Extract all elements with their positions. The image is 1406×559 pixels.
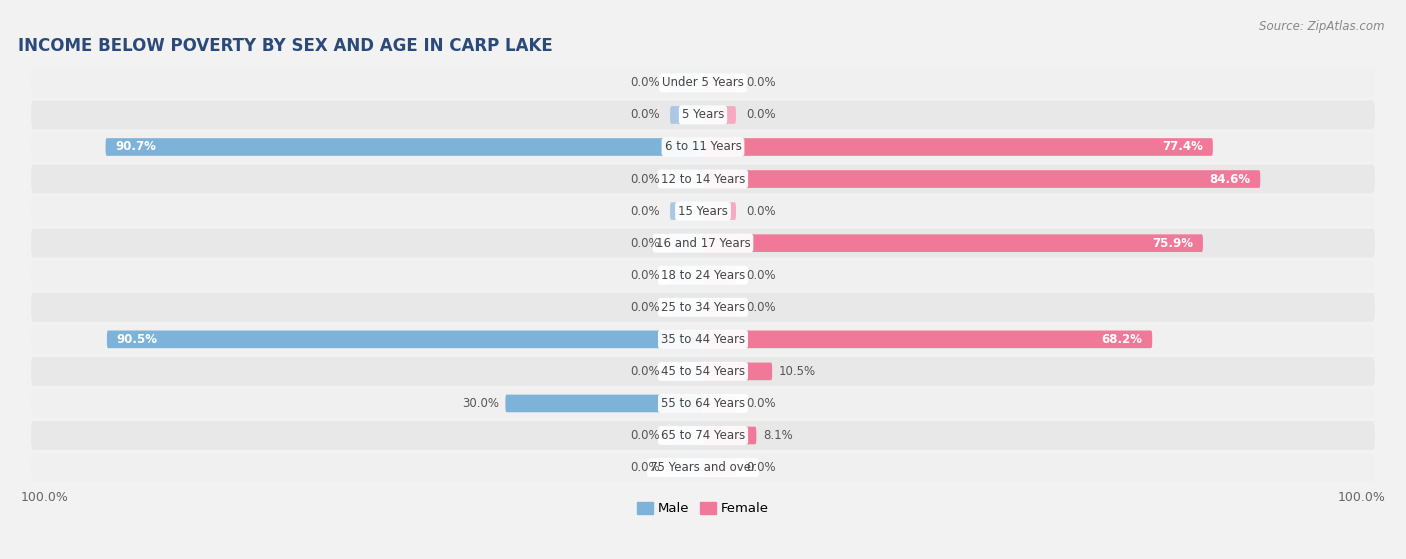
Text: 0.0%: 0.0% <box>630 301 661 314</box>
Text: 5 Years: 5 Years <box>682 108 724 121</box>
Text: 30.0%: 30.0% <box>461 397 499 410</box>
Text: 0.0%: 0.0% <box>630 108 661 121</box>
FancyBboxPatch shape <box>31 261 1375 290</box>
FancyBboxPatch shape <box>703 170 1260 188</box>
Text: 65 to 74 Years: 65 to 74 Years <box>661 429 745 442</box>
FancyBboxPatch shape <box>671 106 703 124</box>
Text: Under 5 Years: Under 5 Years <box>662 77 744 89</box>
FancyBboxPatch shape <box>703 202 735 220</box>
FancyBboxPatch shape <box>703 459 735 476</box>
Text: 25 to 34 Years: 25 to 34 Years <box>661 301 745 314</box>
FancyBboxPatch shape <box>671 74 703 92</box>
FancyBboxPatch shape <box>703 267 735 284</box>
FancyBboxPatch shape <box>505 395 703 413</box>
Text: 0.0%: 0.0% <box>745 461 776 474</box>
Text: 0.0%: 0.0% <box>630 365 661 378</box>
FancyBboxPatch shape <box>31 101 1375 129</box>
FancyBboxPatch shape <box>703 234 1204 252</box>
FancyBboxPatch shape <box>703 138 1213 156</box>
FancyBboxPatch shape <box>671 363 703 380</box>
Text: 55 to 64 Years: 55 to 64 Years <box>661 397 745 410</box>
FancyBboxPatch shape <box>31 68 1375 97</box>
Text: 0.0%: 0.0% <box>745 77 776 89</box>
FancyBboxPatch shape <box>31 325 1375 354</box>
Text: 6 to 11 Years: 6 to 11 Years <box>665 140 741 154</box>
FancyBboxPatch shape <box>105 138 703 156</box>
Text: 90.7%: 90.7% <box>115 140 156 154</box>
FancyBboxPatch shape <box>31 389 1375 418</box>
FancyBboxPatch shape <box>703 395 735 413</box>
Text: 75.9%: 75.9% <box>1152 236 1194 250</box>
Text: 0.0%: 0.0% <box>745 397 776 410</box>
FancyBboxPatch shape <box>31 357 1375 386</box>
Text: 0.0%: 0.0% <box>630 429 661 442</box>
FancyBboxPatch shape <box>671 267 703 284</box>
FancyBboxPatch shape <box>703 363 772 380</box>
FancyBboxPatch shape <box>31 164 1375 193</box>
Text: 16 and 17 Years: 16 and 17 Years <box>655 236 751 250</box>
Text: 0.0%: 0.0% <box>745 269 776 282</box>
Text: 84.6%: 84.6% <box>1209 173 1250 186</box>
FancyBboxPatch shape <box>703 427 756 444</box>
Text: 45 to 54 Years: 45 to 54 Years <box>661 365 745 378</box>
Text: 77.4%: 77.4% <box>1161 140 1204 154</box>
Text: INCOME BELOW POVERTY BY SEX AND AGE IN CARP LAKE: INCOME BELOW POVERTY BY SEX AND AGE IN C… <box>18 37 553 55</box>
Text: 0.0%: 0.0% <box>630 461 661 474</box>
Text: 0.0%: 0.0% <box>630 269 661 282</box>
FancyBboxPatch shape <box>671 234 703 252</box>
Text: 35 to 44 Years: 35 to 44 Years <box>661 333 745 346</box>
Text: 18 to 24 Years: 18 to 24 Years <box>661 269 745 282</box>
Text: 15 Years: 15 Years <box>678 205 728 217</box>
Text: 10.5%: 10.5% <box>779 365 815 378</box>
Legend: Male, Female: Male, Female <box>631 496 775 520</box>
FancyBboxPatch shape <box>703 106 735 124</box>
FancyBboxPatch shape <box>703 299 735 316</box>
Text: 75 Years and over: 75 Years and over <box>650 461 756 474</box>
Text: 0.0%: 0.0% <box>630 236 661 250</box>
Text: 68.2%: 68.2% <box>1101 333 1142 346</box>
FancyBboxPatch shape <box>31 197 1375 225</box>
FancyBboxPatch shape <box>671 202 703 220</box>
Text: 0.0%: 0.0% <box>630 77 661 89</box>
FancyBboxPatch shape <box>671 459 703 476</box>
FancyBboxPatch shape <box>671 170 703 188</box>
Text: 0.0%: 0.0% <box>630 205 661 217</box>
FancyBboxPatch shape <box>31 453 1375 482</box>
Text: 0.0%: 0.0% <box>745 205 776 217</box>
FancyBboxPatch shape <box>671 427 703 444</box>
Text: Source: ZipAtlas.com: Source: ZipAtlas.com <box>1260 20 1385 32</box>
FancyBboxPatch shape <box>31 293 1375 321</box>
FancyBboxPatch shape <box>31 132 1375 162</box>
Text: 0.0%: 0.0% <box>745 108 776 121</box>
Text: 0.0%: 0.0% <box>630 173 661 186</box>
FancyBboxPatch shape <box>671 299 703 316</box>
FancyBboxPatch shape <box>703 74 735 92</box>
FancyBboxPatch shape <box>107 330 703 348</box>
FancyBboxPatch shape <box>31 229 1375 258</box>
FancyBboxPatch shape <box>703 330 1152 348</box>
Text: 0.0%: 0.0% <box>745 301 776 314</box>
FancyBboxPatch shape <box>31 421 1375 450</box>
Text: 12 to 14 Years: 12 to 14 Years <box>661 173 745 186</box>
Text: 8.1%: 8.1% <box>763 429 793 442</box>
Text: 90.5%: 90.5% <box>117 333 157 346</box>
